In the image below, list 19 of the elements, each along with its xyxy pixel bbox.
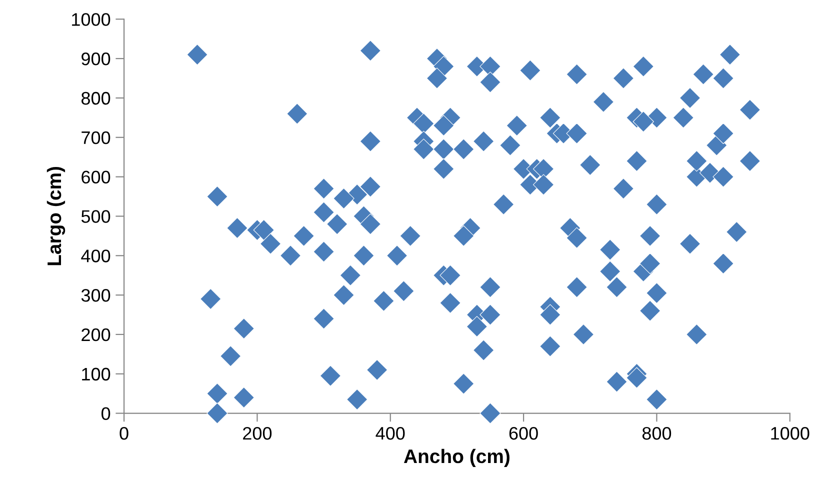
x-tick-label: 400 <box>376 426 405 440</box>
y-tick-label: 300 <box>81 288 110 302</box>
x-tick-label: 200 <box>243 426 272 440</box>
y-tick-label: 100 <box>82 368 110 381</box>
y-tick-label: 800 <box>82 92 110 105</box>
y-tick-label: 700 <box>82 131 110 144</box>
x-tick-label: 600 <box>509 426 538 440</box>
x-axis-title: Ancho (cm) <box>404 448 510 467</box>
y-tick-label: 1000 <box>72 13 110 26</box>
x-tick-label: 800 <box>642 426 672 440</box>
y-tick-label: 0 <box>102 407 110 420</box>
y-tick-label: 200 <box>82 328 110 342</box>
x-tick-label: 1000 <box>771 426 810 440</box>
y-tick-label: 900 <box>82 52 110 66</box>
x-tick-label: 0 <box>120 426 128 440</box>
y-tick-label: 600 <box>82 170 110 184</box>
y-axis-title: Largo (cm) <box>46 166 66 266</box>
y-tick-label: 400 <box>81 250 110 262</box>
y-tick-label: 500 <box>81 210 110 223</box>
